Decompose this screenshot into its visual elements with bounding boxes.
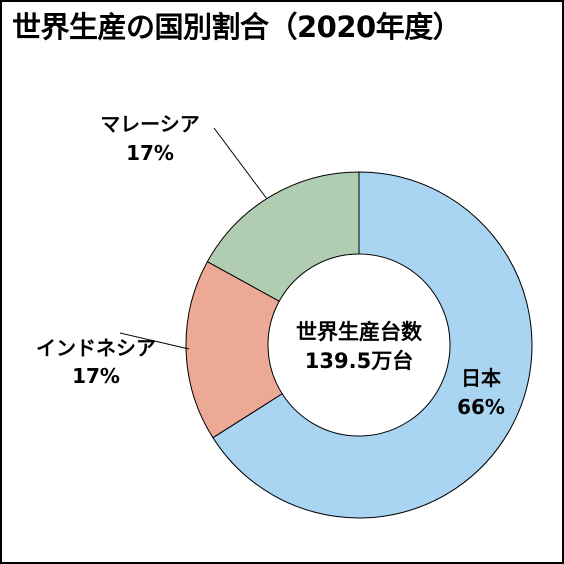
slice-name-label-2: インドネシア bbox=[36, 336, 156, 360]
center-label-total: 139.5万台 bbox=[305, 349, 413, 373]
center-label-title: 世界生産台数 bbox=[296, 320, 423, 344]
leader-line-3 bbox=[213, 127, 268, 200]
chart-title: 世界生産の国別割合（2020年度） bbox=[12, 10, 462, 44]
leader-lines bbox=[119, 127, 268, 350]
slice-value-label-1: 66% bbox=[457, 395, 505, 419]
donut-slices bbox=[185, 171, 533, 519]
leader-line-2 bbox=[119, 332, 190, 350]
slice-labels: 日本 66% インドネシア 17% マレーシア 17% bbox=[36, 112, 505, 419]
slice-value-label-3: 17% bbox=[126, 141, 174, 165]
slice-name-label-1: 日本 bbox=[461, 366, 501, 390]
slice-value-label-2: 17% bbox=[72, 364, 120, 388]
slice-name-label-3: マレーシア bbox=[100, 112, 200, 136]
slice-1 bbox=[212, 171, 533, 519]
slice-3 bbox=[206, 171, 360, 302]
